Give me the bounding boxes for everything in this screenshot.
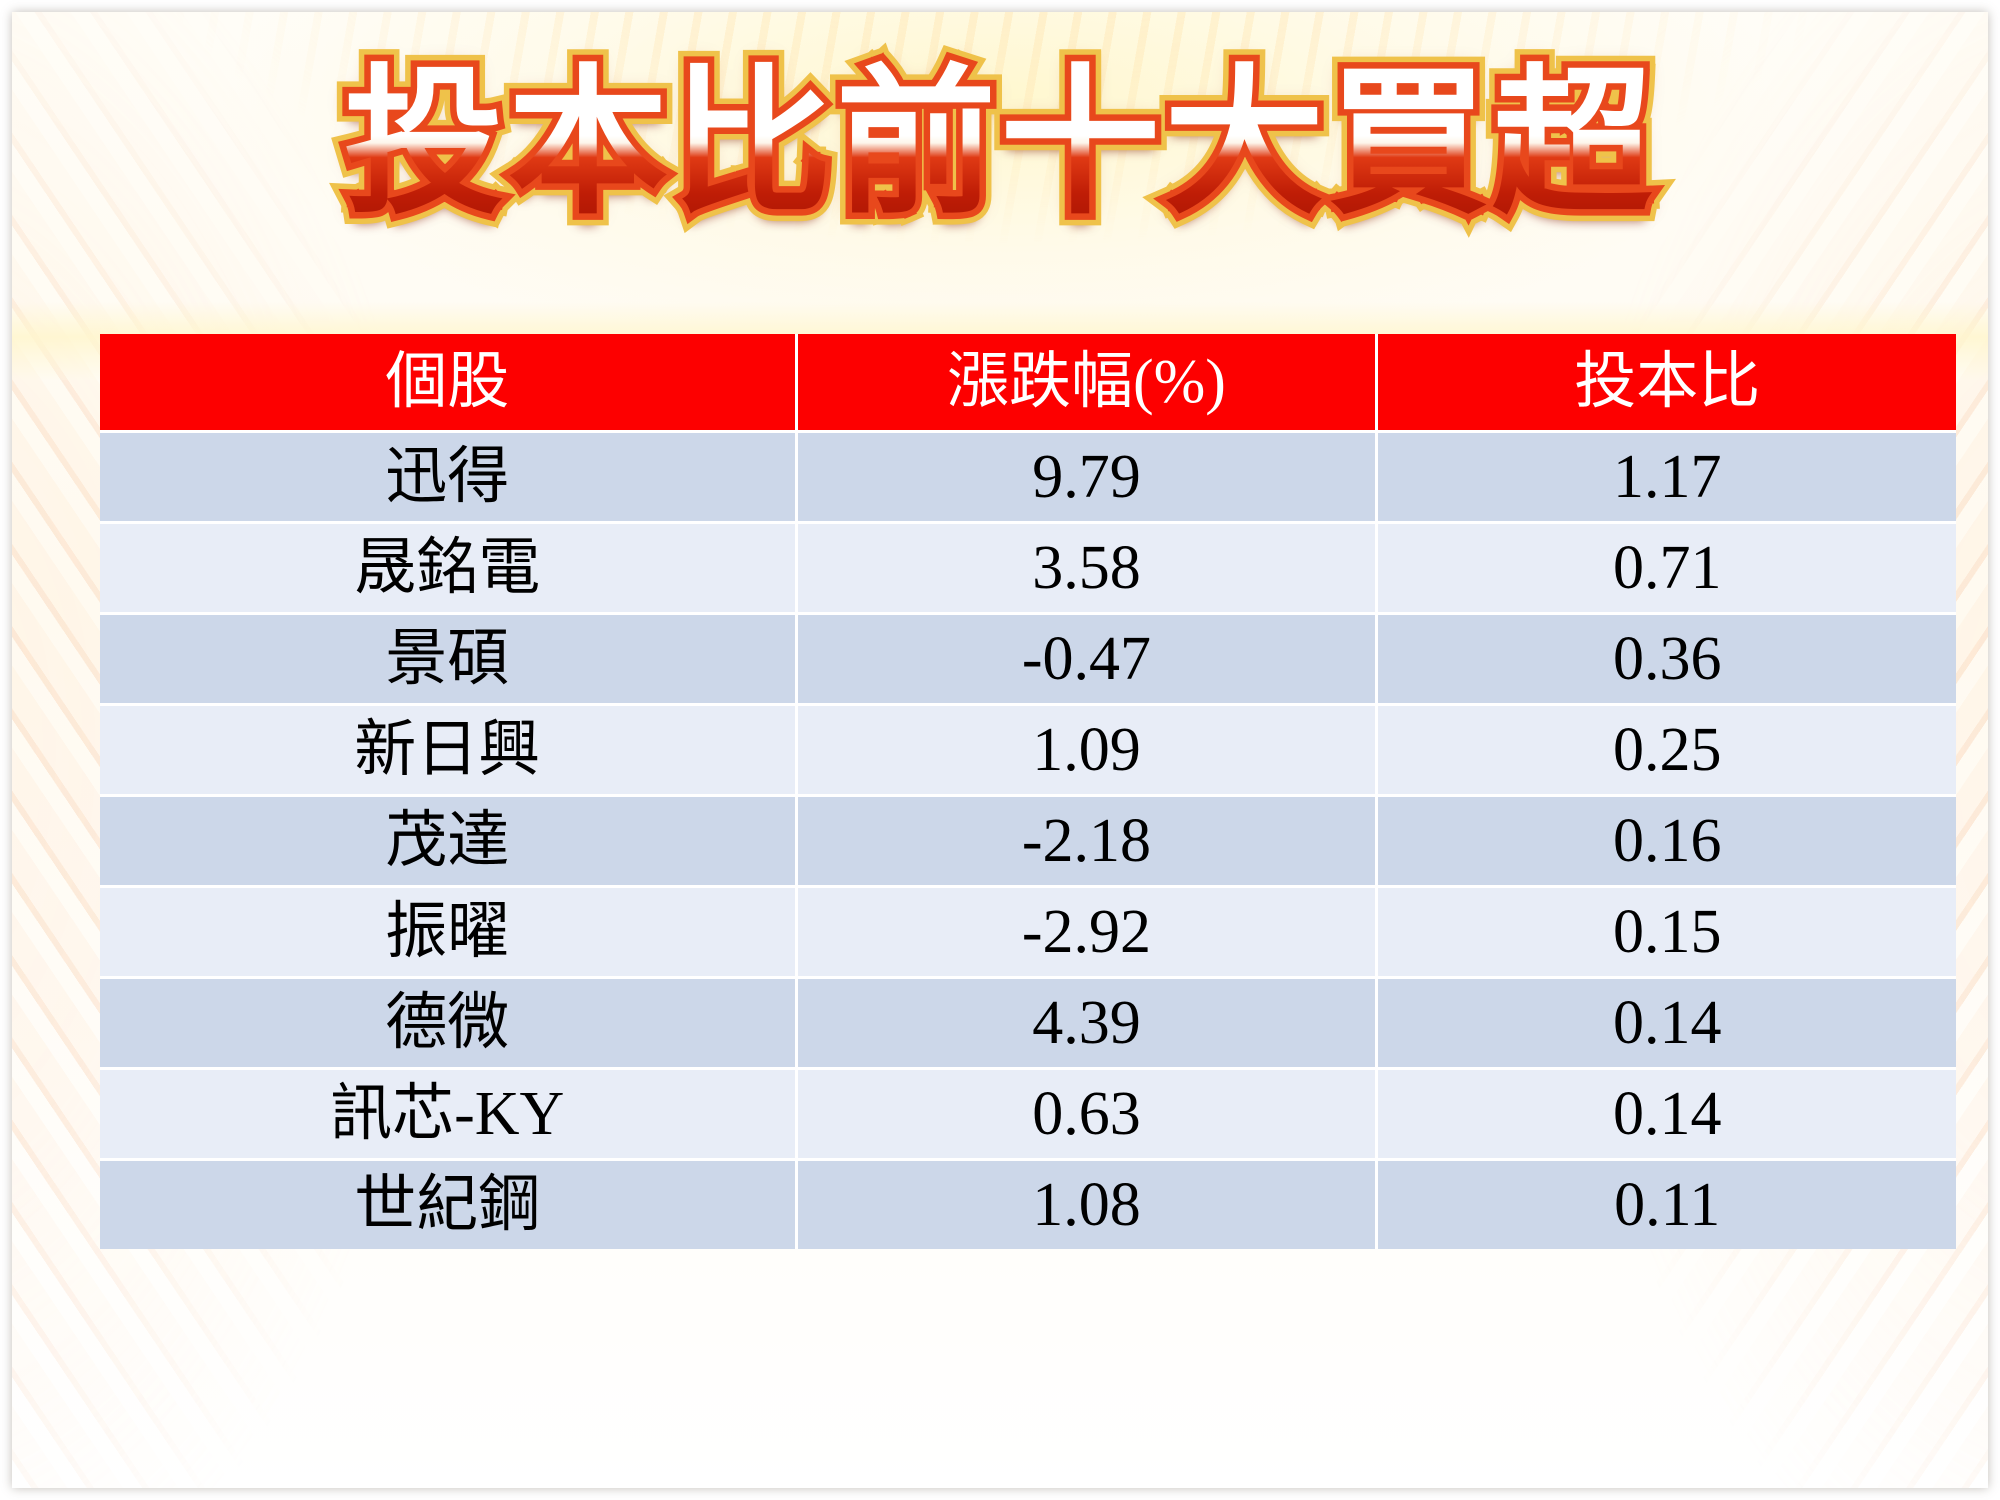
stock-table: 個股 漲跌幅(%) 投本比 迅得 9.79 1.17 晟銘電 3.58 0.71 景碩 -0.… <box>100 334 1956 1249</box>
cell-change-percent: 9.79 <box>796 431 1379 524</box>
table-row: 晟銘電 3.58 0.71 <box>100 522 1956 615</box>
cell-invest-ratio: 1.17 <box>1376 431 1956 524</box>
cell-change-percent: -2.92 <box>796 886 1379 979</box>
cell-stock-name: 德微 <box>100 977 798 1070</box>
cell-change-percent: 1.08 <box>796 1159 1379 1249</box>
cell-change-percent: 0.63 <box>796 1068 1379 1161</box>
slide-title: 投本比前十大買超 投本比前十大買超 投本比前十大買超 <box>12 38 1988 248</box>
cell-stock-name: 新日興 <box>100 704 798 797</box>
table-row: 世紀鋼 1.08 0.11 <box>100 1159 1956 1249</box>
cell-change-percent: 1.09 <box>796 704 1379 797</box>
cell-stock-name: 迅得 <box>100 431 798 524</box>
column-header-ratio: 投本比 <box>1376 334 1956 433</box>
cell-invest-ratio: 0.14 <box>1376 977 1956 1070</box>
cell-invest-ratio: 0.36 <box>1376 613 1956 706</box>
cell-change-percent: 3.58 <box>796 522 1379 615</box>
cell-change-percent: 4.39 <box>796 977 1379 1070</box>
cell-stock-name: 茂達 <box>100 795 798 888</box>
cell-invest-ratio: 0.71 <box>1376 522 1956 615</box>
table-row: 迅得 9.79 1.17 <box>100 431 1956 524</box>
title-stack: 投本比前十大買超 投本比前十大買超 投本比前十大買超 <box>332 41 1664 244</box>
title-outline-gold: 投本比前十大買超 <box>332 41 1664 244</box>
column-header-change: 漲跌幅(%) <box>796 334 1379 433</box>
title-outline-orange: 投本比前十大買超 <box>337 47 1658 239</box>
cell-stock-name: 世紀鋼 <box>100 1159 798 1249</box>
cell-stock-name: 振曜 <box>100 886 798 979</box>
table-header-row: 個股 漲跌幅(%) 投本比 <box>100 334 1956 433</box>
slide-page: 投本比前十大買超 投本比前十大買超 投本比前十大買超 個股 漲跌幅(%) 投本比 <box>12 12 1988 1488</box>
table-row: 新日興 1.09 0.25 <box>100 704 1956 797</box>
table-row: 德微 4.39 0.14 <box>100 977 1956 1070</box>
table-row: 振曜 -2.92 0.15 <box>100 886 1956 979</box>
cell-invest-ratio: 0.25 <box>1376 704 1956 797</box>
table-row: 茂達 -2.18 0.16 <box>100 795 1956 888</box>
cell-invest-ratio: 0.16 <box>1376 795 1956 888</box>
title-text: 投本比前十大買超 <box>343 49 1656 237</box>
cell-stock-name: 景碩 <box>100 613 798 706</box>
table-header: 個股 漲跌幅(%) 投本比 <box>100 334 1956 433</box>
cell-change-percent: -0.47 <box>796 613 1379 706</box>
cell-stock-name: 訊芯-KY <box>100 1068 798 1161</box>
table-row: 景碩 -0.47 0.36 <box>100 613 1956 706</box>
column-header-stock: 個股 <box>100 334 798 433</box>
table-body: 迅得 9.79 1.17 晟銘電 3.58 0.71 景碩 -0.47 0.36 新日興 1.09 0… <box>100 431 1956 1249</box>
cell-invest-ratio: 0.15 <box>1376 886 1956 979</box>
stock-table-container: 個股 漲跌幅(%) 投本比 迅得 9.79 1.17 晟銘電 3.58 0.71 景碩 -0.… <box>100 334 1956 1249</box>
cell-stock-name: 晟銘電 <box>100 522 798 615</box>
cell-invest-ratio: 0.14 <box>1376 1068 1956 1161</box>
table-row: 訊芯-KY 0.63 0.14 <box>100 1068 1956 1161</box>
cell-invest-ratio: 0.11 <box>1376 1159 1956 1249</box>
cell-change-percent: -2.18 <box>796 795 1379 888</box>
